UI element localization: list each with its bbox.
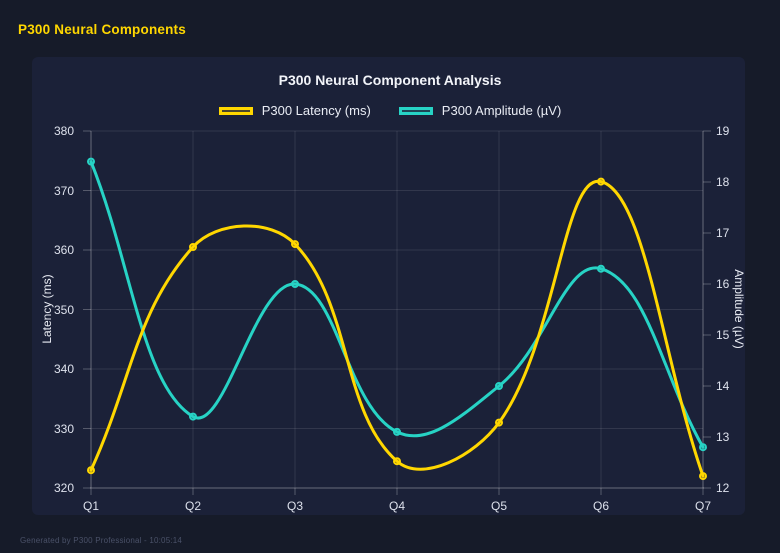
right-tick-label: 12 xyxy=(716,481,730,495)
left-tick-label: 380 xyxy=(53,124,74,138)
right-axis-title: Amplitude (µV) xyxy=(732,269,746,349)
right-tick-label: 15 xyxy=(716,328,730,342)
x-tick-label: Q5 xyxy=(490,499,507,513)
data-point xyxy=(291,280,299,288)
data-point xyxy=(699,472,707,481)
generated-footer: Generated by P300 Professional - 10:05:1… xyxy=(20,536,183,545)
data-point xyxy=(495,418,503,427)
x-tick-label: Q7 xyxy=(694,499,711,513)
series-line xyxy=(89,180,705,478)
left-tick-label: 350 xyxy=(53,302,74,317)
x-tick-label: Q3 xyxy=(286,499,303,513)
data-point xyxy=(597,177,605,186)
data-point xyxy=(291,240,299,249)
data-point xyxy=(189,243,197,251)
left-tick-label: 320 xyxy=(53,481,74,495)
right-tick-label: 18 xyxy=(716,175,730,189)
legend-swatch xyxy=(218,106,253,115)
right-tick-label: 16 xyxy=(716,277,730,291)
x-tick-label: Q1 xyxy=(82,499,99,513)
data-point xyxy=(393,457,401,466)
right-tick-label: 14 xyxy=(716,379,730,393)
legend-item[interactable]: P300 Amplitude (µV) xyxy=(398,103,562,118)
left-axis-title: Latency (ms) xyxy=(40,274,54,344)
page-title: P300 Neural Components xyxy=(18,22,186,37)
left-tick-label: 360 xyxy=(53,243,74,257)
left-tick-label: 340 xyxy=(53,362,74,376)
left-tick-label: 370 xyxy=(53,183,74,198)
data-point xyxy=(699,443,707,452)
legend-swatch xyxy=(398,106,433,115)
right-tick-label: 13 xyxy=(716,430,730,444)
x-tick-label: Q4 xyxy=(388,499,405,513)
legend-label: P300 Amplitude (µV) xyxy=(441,103,562,118)
right-tick-label: 17 xyxy=(716,226,730,240)
chart-title: P300 Neural Component Analysis xyxy=(278,72,502,88)
chart-legend: P300 Latency (ms) P300 Amplitude (µV) xyxy=(0,103,780,118)
data-point xyxy=(87,466,95,475)
legend-label: P300 Latency (ms) xyxy=(261,103,371,118)
data-point xyxy=(393,427,401,436)
data-point xyxy=(495,382,503,390)
x-tick-label: Q6 xyxy=(592,499,609,513)
x-tick-label: Q2 xyxy=(184,499,201,513)
left-tick-label: 330 xyxy=(53,421,74,436)
legend-item[interactable]: P300 Latency (ms) xyxy=(218,103,371,118)
data-point xyxy=(87,157,95,166)
data-point xyxy=(597,264,605,273)
series-line xyxy=(89,160,705,449)
data-point xyxy=(189,412,197,421)
right-tick-label: 19 xyxy=(716,124,730,138)
